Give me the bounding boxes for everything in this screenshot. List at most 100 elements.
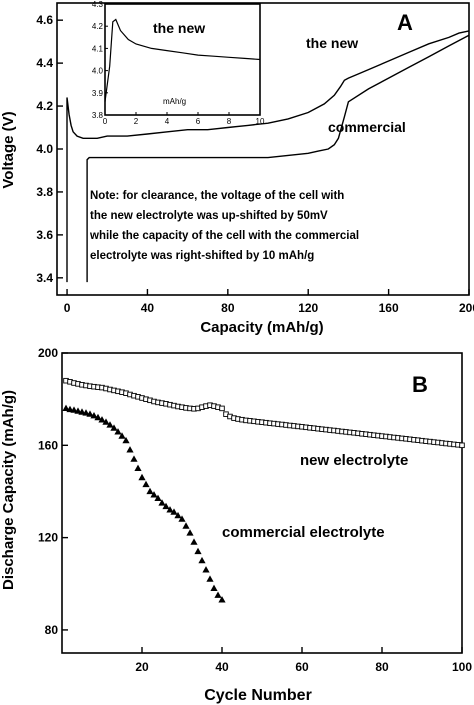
new-electrolyte-point [219, 405, 225, 412]
commercial-electrolyte-point [90, 412, 98, 419]
commercial-electrolyte-point [210, 584, 218, 591]
panel-a-ytick-label: 4.4 [36, 56, 53, 70]
inset-ytick-label: 4.0 [92, 67, 104, 76]
panel-a-xtick-label: 80 [221, 301, 235, 315]
commercial-electrolyte-point [138, 473, 146, 481]
commercial-electrolyte-point [170, 508, 178, 515]
commercial-electrolyte-point [126, 446, 134, 453]
series-the-new-curve [66, 30, 470, 283]
panel-a-ytick-label: 3.8 [36, 185, 53, 199]
panel-b-xlabel: Cycle Number [204, 687, 312, 704]
commercial-electrolyte-point [194, 547, 202, 555]
commercial-electrolyte-point [122, 436, 130, 444]
panel-b-ytick-label: 120 [38, 531, 58, 545]
inset-ytick-label: 4.2 [92, 22, 104, 31]
panel-a-ytick-label: 3.4 [36, 271, 53, 285]
panel-a-xtick-label: 160 [379, 301, 399, 315]
panel-a-xlabel: Capacity (mAh/g) [200, 319, 323, 336]
commercial-electrolyte-point [62, 404, 70, 411]
panel-b-ylabel: Discharge Capacity (mAh/g) [0, 390, 17, 590]
inset-ytick-label: 3.9 [92, 89, 104, 98]
panel-b-xtick-label: 80 [375, 660, 389, 674]
inset-series-curve [104, 18, 261, 102]
panel-a-xtick-label: 200 [459, 301, 474, 315]
note-line-1: Note: for clearance, the voltage of the … [90, 190, 344, 202]
commercial-electrolyte-point [190, 538, 198, 545]
inset-ytick-label: 3.8 [92, 111, 104, 120]
commercial-electrolyte-point [198, 556, 206, 564]
panel-a-label: A [397, 10, 413, 35]
inset-xtick-label: 6 [196, 117, 201, 126]
commercial-electrolyte-point [134, 464, 142, 471]
panel-b-xtick-label: 20 [135, 660, 149, 674]
commercial-electrolyte-point [218, 596, 226, 603]
commercial-electrolyte-point [174, 511, 182, 519]
panel-b-ytick-label: 80 [45, 623, 59, 637]
panel-a-ytick-label: 3.6 [36, 228, 53, 242]
commercial-electrolyte-point [178, 515, 186, 522]
commercial-electrolyte-point [206, 575, 214, 582]
panel-b-xtick-label: 40 [215, 660, 229, 674]
commercial-electrolyte-point [82, 409, 90, 416]
inset-ticks: 0 2 4 6 8 10 3.8 3.9 4.0 4.1 4.2 4.3 [92, 0, 265, 126]
panel-b-ytick-label: 160 [38, 438, 58, 452]
commercial-electrolyte-point [202, 566, 210, 573]
panel-a-xtick-label: 120 [298, 301, 318, 315]
panel-a-ytick-label: 4.6 [36, 13, 53, 27]
commercial-electrolyte-point [214, 591, 222, 598]
new-electrolyte-point [459, 442, 465, 449]
commercial-electrolyte-point [114, 428, 122, 435]
legend-commercial-electrolyte: commercial electrolyte [222, 524, 385, 541]
annotation-the-new: the new [306, 35, 358, 51]
panel-b-points [62, 377, 465, 603]
commercial-electrolyte-point [110, 424, 118, 431]
commercial-electrolyte-point [166, 506, 174, 513]
inset-label: the new [153, 20, 205, 36]
commercial-electrolyte-point [154, 494, 162, 501]
commercial-electrolyte-point [146, 487, 154, 495]
commercial-electrolyte-point [162, 502, 170, 510]
panel-a-curves [66, 30, 470, 283]
commercial-electrolyte-point [158, 499, 166, 506]
note-line-2: the new electrolyte was up-shifted by 50… [90, 210, 328, 222]
panel-a-ytick-label: 4.0 [36, 142, 53, 156]
commercial-electrolyte-point [94, 413, 102, 421]
commercial-electrolyte-point [182, 522, 190, 529]
inset-xtick-label: 10 [256, 117, 265, 126]
commercial-electrolyte-point [130, 455, 138, 462]
inset-curve [104, 18, 261, 102]
panel-b-xtick-label: 100 [452, 660, 472, 674]
commercial-electrolyte-point [106, 421, 114, 428]
panel-b-ytick-label: 200 [38, 346, 58, 360]
panel-b-ticks: 20 40 60 80 100 80 120 160 200 [38, 346, 472, 674]
note-line-4: electrolyte was right-shifted by 10 mAh/… [90, 250, 314, 262]
commercial-electrolyte-point [118, 432, 126, 439]
inset-xtick-label: 0 [103, 117, 108, 126]
panel-a-xtick-label: 40 [141, 301, 155, 315]
commercial-electrolyte-point [142, 480, 150, 488]
annotation-commercial: commercial [328, 119, 406, 135]
commercial-electrolyte-point [78, 408, 86, 415]
commercial-electrolyte-point [74, 407, 82, 414]
inset-ytick-label: 4.3 [92, 0, 104, 9]
inset-chart: the new mAh/g 0 2 4 6 8 10 3.8 3.9 4.0 4.1 4.2 4.3 [92, 0, 265, 126]
panel-a-ticks: 040801201602003.43.63.84.04.24.44.6 [36, 13, 474, 315]
inset-xtick-label: 2 [134, 117, 139, 126]
panel-b-frame [61, 352, 463, 654]
panel-a-ytick-label: 4.2 [36, 99, 53, 113]
panel-a: A Voltage (V) Capacity (mAh/g) 0 40 80 120 1… [0, 0, 474, 336]
panel-b-label: B [412, 372, 428, 397]
commercial-electrolyte-point [70, 406, 78, 413]
legend-new-electrolyte: new electrolyte [300, 452, 408, 469]
commercial-electrolyte-point [98, 416, 106, 423]
commercial-electrolyte-point [150, 491, 158, 498]
panel-b: B Discharge Capacity (mAh/g) Cycle Numbe… [0, 346, 472, 704]
panel-a-xtick-label: 0 [64, 301, 71, 315]
inset-xtick-label: 4 [165, 117, 170, 126]
commercial-electrolyte-point [186, 529, 194, 536]
commercial-electrolyte-point [102, 418, 110, 425]
commercial-electrolyte-point [86, 410, 94, 417]
inset-xlabel: mAh/g [163, 97, 186, 106]
panel-a-ylabel: Voltage (V) [0, 111, 17, 188]
